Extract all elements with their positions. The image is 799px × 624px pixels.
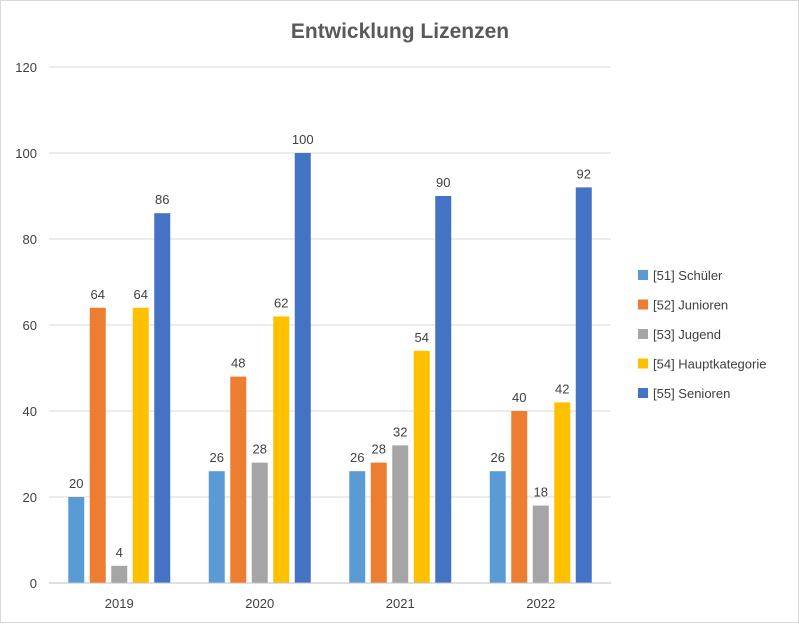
bar (392, 445, 409, 583)
data-label: 40 (512, 390, 526, 405)
bar (111, 565, 128, 583)
x-tick-label: 2022 (526, 596, 555, 611)
bar (89, 307, 106, 583)
legend-label: [52] Junioren (653, 298, 728, 313)
data-label: 4 (116, 545, 123, 560)
data-label: 92 (577, 166, 591, 181)
bar (349, 471, 366, 583)
bar (251, 462, 268, 583)
data-label: 26 (210, 450, 224, 465)
bar (294, 153, 311, 583)
bar (554, 402, 571, 583)
y-tick-label: 80 (23, 232, 37, 247)
data-label: 48 (231, 356, 245, 371)
legend-swatch (638, 388, 648, 398)
bar (435, 196, 452, 583)
bar (230, 376, 247, 583)
bar (489, 471, 506, 583)
data-label: 54 (415, 330, 429, 345)
legend-label: [51] Schüler (653, 268, 723, 283)
y-tick-label: 60 (23, 318, 37, 333)
x-tick-label: 2021 (386, 596, 415, 611)
data-label: 64 (134, 287, 148, 302)
bar (154, 213, 171, 583)
y-tick-label: 20 (23, 490, 37, 505)
bar (273, 316, 290, 583)
bars (68, 153, 592, 583)
x-tick-label: 2019 (105, 596, 134, 611)
y-axis: 0 20 40 60 80 100 120 (15, 60, 37, 591)
data-label: 18 (534, 485, 548, 500)
legend-swatch (638, 270, 648, 280)
bar (132, 307, 149, 583)
data-label: 90 (436, 175, 450, 190)
bar (511, 411, 528, 583)
legend-label: [55] Senioren (653, 386, 730, 401)
legend-swatch (638, 329, 648, 339)
y-tick-label: 0 (30, 576, 37, 591)
y-tick-label: 100 (15, 146, 37, 161)
data-label: 26 (350, 450, 364, 465)
data-label: 64 (91, 287, 105, 302)
bar (68, 497, 85, 583)
x-tick-label: 2020 (245, 596, 274, 611)
data-label: 28 (372, 442, 386, 457)
bar (413, 350, 430, 583)
legend: [51] Schüler [52] Junioren [53] Jugend [54]… (638, 268, 766, 401)
data-label: 28 (253, 442, 267, 457)
legend-swatch (638, 358, 648, 369)
data-label: 26 (491, 450, 505, 465)
bar (208, 471, 225, 583)
legend-label: [53] Jugend (653, 327, 721, 342)
y-tick-label: 40 (23, 404, 37, 419)
chart-title: Entwicklung Lizenzen (291, 20, 509, 43)
bar (575, 187, 592, 583)
bar (532, 505, 549, 583)
data-label: 62 (274, 295, 288, 310)
data-label: 20 (69, 476, 83, 491)
data-label: 100 (292, 132, 314, 147)
y-tick-label: 120 (15, 60, 37, 75)
data-labels: 20 64 4 64 86 26 48 28 62 100 26 28 32 54 90 26 40 18 42 92 (69, 132, 591, 560)
data-label: 42 (555, 381, 569, 396)
data-label: 86 (155, 192, 169, 207)
bar (370, 462, 387, 583)
x-axis: 2019 2020 2021 2022 (49, 582, 611, 611)
legend-label: [54] Hauptkategorie (653, 357, 766, 372)
legend-swatch (638, 299, 648, 310)
data-label: 32 (393, 424, 407, 439)
